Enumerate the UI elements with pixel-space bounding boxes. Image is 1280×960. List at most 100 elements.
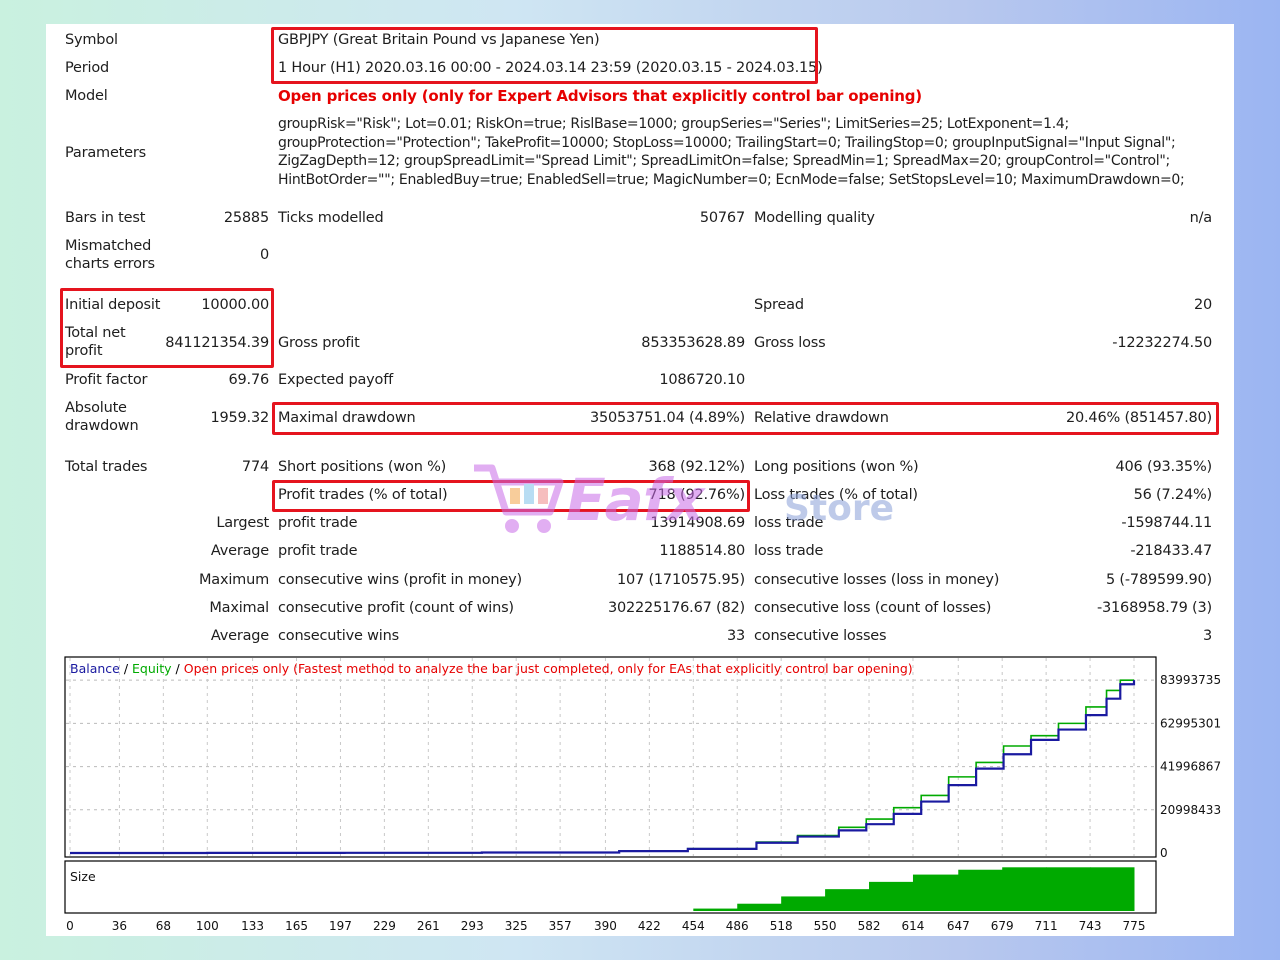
symbol-label: Symbol: [65, 32, 118, 48]
x-tick-label: 454: [682, 919, 705, 933]
x-axis-ticks: 0 36 68 100 133 165 197 229 261 293 325 357 390 422 45…: [66, 919, 1145, 933]
maximal-loss-label: consecutive loss (count of losses): [754, 600, 992, 616]
netprofit-label-2: profit: [65, 343, 103, 359]
maxdd-label: Maximal drawdown: [278, 410, 416, 426]
x-tick-label: 550: [814, 919, 837, 933]
legend-balance: Balance: [70, 661, 120, 676]
x-tick-label: 614: [902, 919, 925, 933]
x-tick-label: 293: [461, 919, 484, 933]
maximal-profit-label: consecutive profit (count of wins): [278, 600, 514, 616]
x-tick-label: 229: [373, 919, 396, 933]
y-tick-label: 83993735: [1160, 673, 1221, 687]
pf-label: Profit factor: [65, 372, 148, 388]
largest-loss-label: loss trade: [754, 515, 824, 531]
grossloss-label: Gross loss: [754, 335, 826, 351]
largest-profit-label: profit trade: [278, 515, 358, 531]
quality-label: Modelling quality: [754, 210, 875, 226]
x-tick-label: 422: [638, 919, 661, 933]
max-losses-label: consecutive losses (loss in money): [754, 572, 1000, 588]
size-bar: [825, 889, 870, 911]
largest-label: Largest: [216, 515, 269, 531]
mismatch-label-1: Mismatched: [65, 238, 152, 254]
mismatch-label-2: charts errors: [65, 256, 155, 272]
x-tick-label: 133: [241, 919, 264, 933]
parameters-line-2: groupProtection="Protection"; TakeProfit…: [278, 134, 1176, 151]
maxdd-value: 35053751.04 (4.89%): [589, 410, 745, 426]
x-tick-label: 711: [1035, 919, 1058, 933]
grossprofit-label: Gross profit: [278, 335, 360, 351]
x-tick-label: 261: [417, 919, 440, 933]
avg-losses-value: 3: [1202, 628, 1212, 644]
x-tick-label: 647: [947, 919, 970, 933]
maximal-loss-value: -3168958.79 (3): [1096, 600, 1212, 616]
highlight-drawdown: [272, 402, 1219, 435]
y-tick-label: 20998433: [1160, 803, 1221, 817]
size-bar: [1090, 867, 1135, 911]
legend-equity: Equity: [132, 661, 172, 676]
maximal-profit-value: 302225176.67 (82): [607, 600, 745, 616]
grossloss-value: -12232274.50: [1112, 335, 1212, 351]
balance-series-line: [70, 680, 1136, 855]
avg-wins-label: consecutive wins: [278, 628, 399, 644]
reldd-value: 20.46% (851457.80): [1065, 410, 1212, 426]
bars-label: Bars in test: [65, 210, 146, 226]
ticks-label: Ticks modelled: [278, 210, 384, 226]
payoff-value: 1086720.10: [659, 372, 745, 388]
parameters-line-1: groupRisk="Risk"; Lot=0.01; RiskOn=true;…: [278, 116, 1069, 132]
size-bar: [781, 896, 826, 911]
size-bar: [1002, 867, 1047, 911]
mismatch-value: 0: [259, 247, 269, 263]
size-bar: [1046, 867, 1091, 911]
model-label: Model: [65, 88, 108, 104]
x-tick-label: 582: [858, 919, 881, 933]
absdd-label-1: Absolute: [65, 400, 127, 416]
long-value: 406 (93.35%): [1115, 459, 1213, 475]
deposit-value: 10000.00: [201, 297, 269, 313]
legend-mode: Open prices only (Fastest method to anal…: [184, 661, 913, 676]
largest-profit-value: 13914908.69: [650, 515, 745, 531]
average-label: Average: [210, 543, 269, 559]
maximum-label: Maximum: [198, 572, 269, 588]
grossprofit-value: 853353628.89: [641, 335, 745, 351]
main-plot-frame: [64, 656, 1157, 858]
x-tick-label: 743: [1079, 919, 1102, 933]
max-wins-label: consecutive wins (profit in money): [278, 572, 522, 588]
watermark-brand: Eafx: [566, 466, 704, 534]
size-bar: [958, 869, 1003, 911]
max-losses-value: 5 (-789599.90): [1106, 572, 1212, 588]
average2-label: Average: [210, 628, 269, 644]
period-label: Period: [65, 60, 110, 76]
payoff-label: Expected payoff: [278, 372, 394, 388]
y-tick-label: 41996867: [1160, 760, 1221, 774]
watermark-suffix: Store: [784, 488, 895, 529]
reldd-label: Relative drawdown: [754, 410, 889, 426]
x-tick-label: 486: [726, 919, 749, 933]
deposit-label: Initial deposit: [65, 297, 161, 313]
cart-icon: [474, 464, 564, 533]
x-tick-label: 390: [594, 919, 617, 933]
short-value: 368 (92.12%): [648, 459, 746, 475]
bars-value: 25885: [223, 210, 269, 226]
trades-value: 774: [241, 459, 269, 475]
short-label: Short positions (won %): [278, 459, 447, 475]
size-bar: [693, 908, 738, 911]
x-tick-label: 165: [285, 919, 308, 933]
chart-grid: [66, 658, 1155, 856]
parameters-line-4: HintBotOrder=""; EnabledBuy=true; Enable…: [278, 171, 1185, 188]
size-panel-label: Size: [70, 869, 96, 884]
long-label: Long positions (won %): [754, 459, 919, 475]
avg-loss-label: loss trade: [754, 543, 824, 559]
size-bar: [737, 903, 782, 911]
quality-value: n/a: [1189, 210, 1213, 226]
netprofit-label-1: Total net: [65, 325, 126, 341]
model-value: Open prices only (only for Expert Adviso…: [278, 87, 922, 105]
x-tick-label: 357: [549, 919, 572, 933]
x-tick-label: 325: [505, 919, 528, 933]
size-bars: [693, 867, 1135, 911]
parameters-line-3: ZigZagDepth=12; groupSpreadLimit="Spread…: [278, 153, 1170, 169]
netprofit-value: 841121354.39: [165, 335, 269, 351]
loss-trades-value: 56 (7.24%): [1133, 487, 1213, 503]
profit-trades-label: Profit trades (% of total): [278, 487, 448, 503]
ticks-value: 50767: [699, 210, 745, 226]
spread-label: Spread: [754, 297, 804, 313]
